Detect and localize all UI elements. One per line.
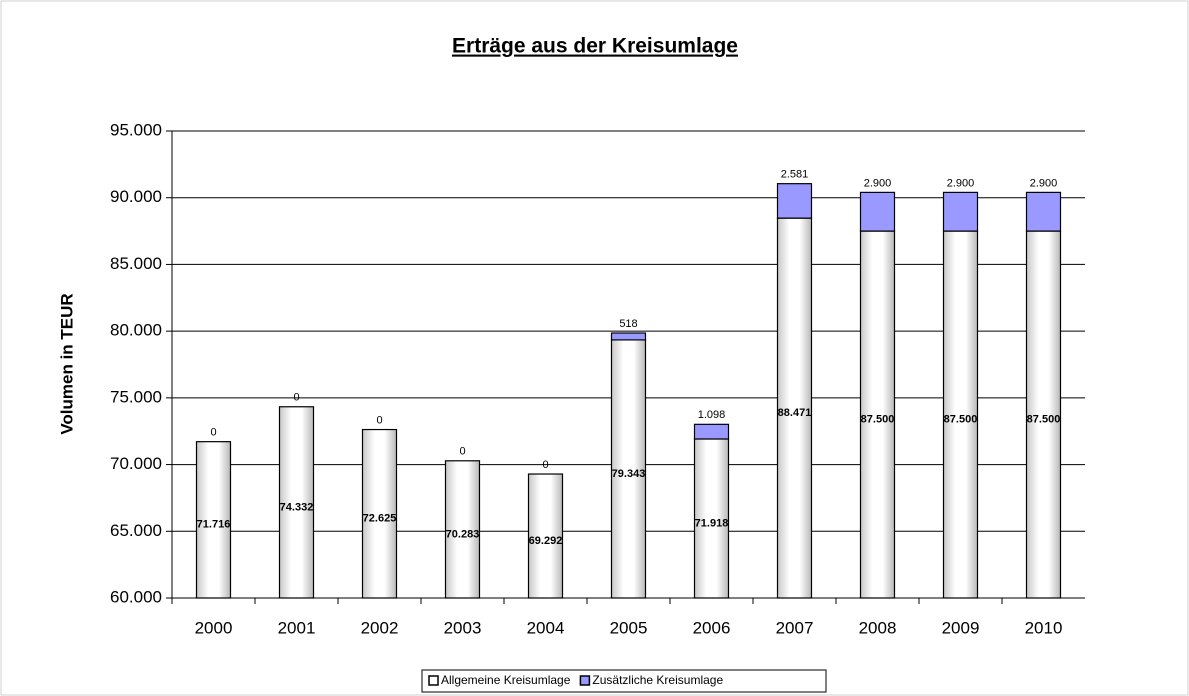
data-label: 1.098 bbox=[698, 409, 726, 421]
bar-segment bbox=[610, 339, 647, 599]
x-tick-label: 2009 bbox=[942, 618, 980, 637]
data-label: 79.343 bbox=[612, 468, 646, 480]
bar-segment bbox=[776, 183, 813, 219]
data-label: 0 bbox=[376, 414, 382, 426]
data-label: 0 bbox=[542, 459, 548, 471]
bar-segment bbox=[195, 441, 232, 599]
data-label: 0 bbox=[293, 392, 299, 404]
bar-segment bbox=[942, 230, 979, 599]
legend-swatch bbox=[428, 675, 439, 686]
x-tick-label: 2004 bbox=[527, 618, 565, 637]
x-tick-label: 2008 bbox=[859, 618, 897, 637]
data-label: 88.471 bbox=[778, 407, 812, 419]
x-tick-label: 2006 bbox=[693, 618, 731, 637]
data-label: 87.500 bbox=[861, 413, 895, 425]
chart-title: Erträge aus der Kreisumlage bbox=[452, 35, 738, 58]
data-label: 69.292 bbox=[529, 535, 563, 547]
bar-segment bbox=[942, 191, 979, 232]
legend-label: Allgemeine Kreisumlage bbox=[441, 673, 571, 687]
data-label: 0 bbox=[210, 427, 216, 439]
x-tick-label: 2002 bbox=[361, 618, 399, 637]
legend: Allgemeine Kreisumlage Zusätzliche Kreisu… bbox=[421, 669, 827, 693]
data-label: 518 bbox=[619, 318, 637, 330]
y-tick-label: 75.000 bbox=[110, 387, 162, 406]
data-label: 72.625 bbox=[363, 513, 397, 525]
x-tick-label: 2001 bbox=[278, 618, 316, 637]
y-tick-label: 70.000 bbox=[110, 454, 162, 473]
x-tick-label: 2007 bbox=[776, 618, 814, 637]
bar-segment bbox=[278, 406, 315, 599]
data-label: 2.900 bbox=[1030, 177, 1058, 189]
data-label: 2.900 bbox=[864, 177, 892, 189]
y-tick-label: 65.000 bbox=[110, 521, 162, 540]
bar-segment bbox=[1025, 191, 1062, 232]
y-tick-label: 90.000 bbox=[110, 187, 162, 206]
legend-label: Zusätzliche Kreisumlage bbox=[592, 673, 723, 687]
y-tick-label: 95.000 bbox=[110, 120, 162, 139]
bar-segment bbox=[693, 423, 730, 440]
bar-segment bbox=[527, 473, 564, 599]
data-label: 74.332 bbox=[280, 501, 314, 513]
x-tick-label: 2000 bbox=[195, 618, 233, 637]
data-label: 70.283 bbox=[446, 528, 480, 540]
data-label: 71.716 bbox=[197, 519, 231, 531]
y-tick-label: 60.000 bbox=[110, 587, 162, 606]
bar-segment bbox=[1025, 230, 1062, 599]
bar-segment bbox=[610, 332, 647, 341]
data-label: 2.581 bbox=[781, 169, 809, 181]
legend-swatch bbox=[579, 675, 591, 686]
legend-frame bbox=[421, 669, 827, 693]
data-label: 71.918 bbox=[695, 517, 729, 529]
x-tick-label: 2010 bbox=[1025, 618, 1063, 637]
x-tick-label: 2005 bbox=[610, 618, 648, 637]
bar-segment bbox=[361, 428, 398, 599]
data-label: 87.500 bbox=[944, 413, 978, 425]
x-tick-label: 2003 bbox=[444, 618, 482, 637]
y-tick-label: 85.000 bbox=[110, 254, 162, 273]
bar-segment bbox=[444, 460, 481, 599]
y-axis-label: Volumen in TEUR bbox=[57, 293, 76, 434]
data-label: 2.900 bbox=[947, 177, 975, 189]
data-label: 87.500 bbox=[1027, 413, 1061, 425]
data-label: 0 bbox=[459, 446, 465, 458]
bar-segment bbox=[859, 191, 896, 232]
bar-segment bbox=[693, 438, 730, 599]
bar-segment bbox=[859, 230, 896, 599]
y-tick-label: 80.000 bbox=[110, 321, 162, 340]
